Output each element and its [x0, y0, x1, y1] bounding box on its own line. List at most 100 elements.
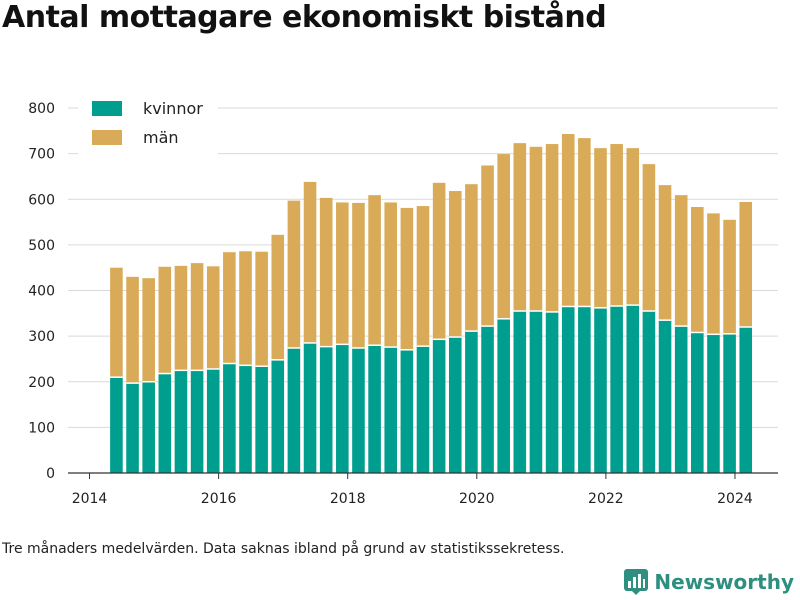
bar-man [513, 143, 527, 312]
bar-man [658, 185, 672, 321]
bar-man [400, 207, 414, 350]
bar-kvinnor [223, 363, 236, 473]
bar-kvinnor [352, 347, 365, 473]
bar-man [239, 251, 252, 366]
bar-kvinnor [158, 373, 172, 473]
bar-kvinnor [416, 346, 430, 473]
bar-man [529, 146, 543, 312]
x-tick-label: 2018 [330, 491, 366, 507]
footnote: Tre månaders medelvärden. Data saknas ib… [2, 541, 565, 557]
bar-kvinnor [513, 311, 527, 473]
bar-kvinnor [529, 311, 543, 473]
bar-kvinnor [432, 339, 446, 473]
bar-man [336, 202, 349, 345]
bar-kvinnor [126, 383, 139, 473]
bar-kvinnor [658, 320, 672, 473]
bar-kvinnor [578, 306, 591, 473]
x-tick-label: 2022 [588, 491, 624, 507]
bar-man [465, 184, 478, 332]
bar-man [190, 263, 204, 371]
bar-kvinnor [448, 337, 462, 473]
bar-man [497, 154, 510, 319]
bar-man [642, 164, 656, 312]
bar-kvinnor [368, 345, 381, 473]
bar-man [287, 200, 301, 348]
bar-man [674, 195, 688, 327]
bar-kvinnor [336, 344, 349, 473]
bar-kvinnor [561, 306, 575, 473]
bar-kvinnor [142, 381, 155, 473]
x-tick-label: 2020 [459, 491, 495, 507]
brand: Newsworthy [624, 569, 794, 595]
bar-kvinnor [384, 347, 398, 473]
bar-man [384, 202, 398, 348]
bar-kvinnor [110, 377, 123, 473]
x-tick-label: 2014 [72, 491, 108, 507]
bar-man [561, 134, 575, 307]
legend-swatch [92, 101, 122, 116]
bar-kvinnor [691, 332, 704, 473]
bar-man [545, 144, 559, 312]
legend-label: män [143, 128, 179, 147]
bar-man [255, 251, 268, 367]
brand-name: Newsworthy [654, 570, 794, 594]
bar-man [110, 267, 123, 378]
bar-kvinnor [400, 349, 414, 473]
bar-kvinnor [239, 365, 252, 473]
bar-kvinnor [190, 370, 204, 473]
bar-man [432, 182, 446, 340]
bar-man [610, 144, 623, 307]
bar-kvinnor [174, 370, 188, 473]
x-tick-label: 2016 [201, 491, 237, 507]
bars [110, 134, 753, 473]
bar-kvinnor [626, 305, 640, 473]
bar-kvinnor [255, 366, 268, 473]
bar-kvinnor [707, 334, 720, 473]
bar-man [578, 138, 591, 307]
bar-kvinnor [303, 342, 317, 473]
bar-man [416, 206, 430, 347]
bar-man [481, 165, 494, 327]
bar-man [448, 191, 462, 338]
y-tick-label: 700 [28, 147, 55, 163]
y-tick-label: 400 [28, 284, 55, 300]
bar-man [126, 276, 139, 384]
bar-man [352, 202, 365, 348]
bar-kvinnor [271, 359, 285, 473]
bar-kvinnor [674, 326, 688, 473]
bar-kvinnor [642, 311, 656, 473]
bar-man [626, 148, 640, 306]
bar-kvinnor [610, 306, 623, 473]
bar-man [368, 195, 381, 346]
bar-man [739, 201, 753, 327]
bar-kvinnor [497, 318, 510, 473]
bar-man [206, 266, 220, 369]
bar-man [223, 252, 236, 364]
bar-man [319, 197, 333, 347]
bar-man [707, 213, 720, 335]
y-tick-label: 800 [28, 101, 55, 117]
y-tick-label: 200 [28, 375, 55, 391]
bar-man [174, 265, 188, 371]
bar-man [271, 234, 285, 360]
legend: kvinnor män [78, 96, 218, 156]
bar-man [142, 278, 155, 382]
y-tick-label: 0 [46, 466, 55, 482]
bar-kvinnor [206, 368, 220, 473]
bar-kvinnor [545, 311, 559, 473]
bar-kvinnor [723, 333, 736, 473]
bar-kvinnor [319, 346, 333, 473]
legend-swatch [92, 130, 122, 145]
bar-kvinnor [465, 331, 478, 473]
y-tick-label: 500 [28, 238, 55, 254]
bar-man [303, 181, 317, 343]
bar-kvinnor [481, 326, 494, 473]
bar-kvinnor [739, 327, 753, 473]
bar-kvinnor [594, 307, 607, 473]
axes: 0 100 200 300 400 500 600 700 800 2014 2016 2018 202… [28, 101, 778, 507]
chart-title: Antal mottagare ekonomiskt bistånd [2, 0, 607, 35]
bar-man [691, 207, 704, 333]
bar-kvinnor [287, 347, 301, 473]
bar-man [723, 219, 736, 334]
